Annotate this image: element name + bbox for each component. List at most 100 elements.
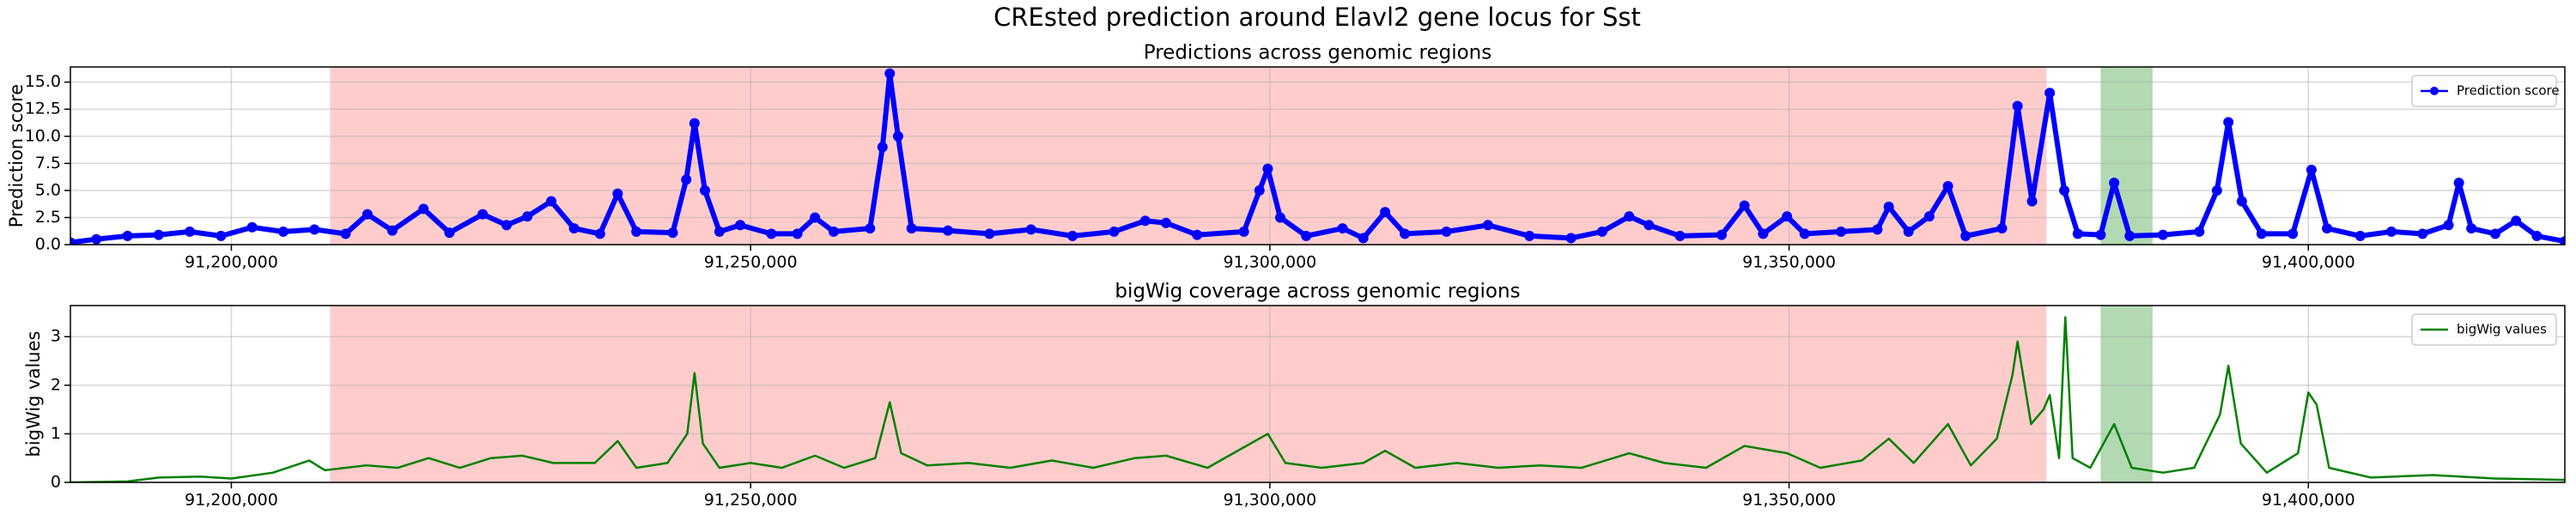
subplot: bigWig coverage across genomic regions bi… xyxy=(23,281,2566,510)
x-tick-label: 91,400,000 xyxy=(2262,253,2355,272)
data-point xyxy=(122,230,133,241)
data-point xyxy=(545,196,556,207)
data-point xyxy=(2211,185,2222,196)
data-point xyxy=(714,226,725,237)
data-point xyxy=(766,228,777,239)
data-point xyxy=(386,225,398,236)
data-point xyxy=(1903,226,1914,237)
data-point xyxy=(522,211,533,222)
data-point xyxy=(735,220,746,231)
data-point xyxy=(984,228,995,239)
data-point xyxy=(2306,164,2317,175)
data-point xyxy=(681,174,692,185)
data-point xyxy=(2095,229,2106,240)
data-point xyxy=(185,226,196,237)
data-point xyxy=(2044,88,2056,99)
data-point xyxy=(1139,215,1151,227)
data-point xyxy=(309,224,320,235)
data-point xyxy=(153,229,164,240)
data-point xyxy=(1301,230,1312,241)
y-tick-label: 3 xyxy=(51,327,61,346)
data-point xyxy=(667,227,678,239)
data-point xyxy=(1380,207,1391,218)
data-point xyxy=(1716,229,1727,240)
data-point xyxy=(1524,230,1535,241)
data-point xyxy=(1596,226,1607,237)
highlight-region xyxy=(330,306,2047,482)
data-point xyxy=(2157,229,2168,240)
x-tick-label: 91,300,000 xyxy=(1223,253,1316,272)
y-tick-label: 1 xyxy=(51,424,61,443)
data-point xyxy=(70,237,76,245)
data-point xyxy=(361,209,373,220)
data-point xyxy=(444,227,455,239)
x-tick-label: 91,300,000 xyxy=(1223,491,1316,510)
legend-marker xyxy=(2430,87,2439,95)
legend-box xyxy=(2411,75,2557,107)
x-tick-label: 91,200,000 xyxy=(185,253,278,272)
data-point xyxy=(1836,226,1847,237)
x-tick-label: 91,350,000 xyxy=(1742,491,1836,510)
data-point xyxy=(1067,230,1078,241)
data-point xyxy=(877,142,888,153)
data-point xyxy=(2287,228,2299,239)
y-tick-label: 2 xyxy=(51,375,61,394)
data-point xyxy=(1025,224,1036,235)
data-point xyxy=(1923,211,1935,222)
data-point xyxy=(2124,230,2136,241)
data-point xyxy=(1565,233,1577,244)
data-point xyxy=(1883,201,1894,212)
figure-title: CREsted prediction around Elavl2 gene lo… xyxy=(993,3,1641,32)
legend: bigWig values xyxy=(2411,313,2557,346)
data-point xyxy=(884,68,896,79)
data-point xyxy=(1758,228,1769,239)
y-tick-label: 2.5 xyxy=(35,208,61,227)
data-point xyxy=(2386,226,2397,237)
data-point xyxy=(2443,220,2454,231)
data-point xyxy=(91,233,102,245)
x-tick-label: 91,200,000 xyxy=(185,491,278,510)
data-point xyxy=(865,223,876,234)
y-tick-label: 7.5 xyxy=(35,154,61,173)
data-point xyxy=(2256,228,2267,239)
highlight-region xyxy=(2100,67,2153,245)
data-point xyxy=(1192,229,1203,240)
data-point xyxy=(810,212,821,223)
x-tick-label: 91,350,000 xyxy=(1742,253,1836,272)
axes-frame xyxy=(70,66,2566,245)
y-tick-label: 12.5 xyxy=(25,100,61,118)
data-point xyxy=(246,221,258,233)
legend-label: bigWig values xyxy=(2457,322,2547,337)
data-point xyxy=(1254,185,1265,196)
data-point xyxy=(892,130,903,142)
data-point xyxy=(2531,230,2543,241)
data-point xyxy=(2511,215,2522,227)
y-axis-label: Prediction score xyxy=(6,84,27,227)
x-tick-label: 91,400,000 xyxy=(2262,491,2355,510)
subplot-title: bigWig coverage across genomic regions xyxy=(1115,281,1520,303)
data-point xyxy=(1482,220,1493,231)
data-point xyxy=(1238,226,1249,237)
data-point xyxy=(1872,224,1883,235)
data-point xyxy=(612,188,623,199)
data-point xyxy=(1739,200,1750,211)
legend-label: Prediction score xyxy=(2457,83,2560,99)
data-point xyxy=(2012,100,2023,112)
legend: Prediction score xyxy=(2411,75,2560,107)
data-point xyxy=(477,209,489,220)
data-point xyxy=(277,226,289,237)
y-tick-label: 0.0 xyxy=(35,235,61,254)
data-point xyxy=(1337,223,1348,234)
data-point xyxy=(1441,226,1452,237)
data-point xyxy=(340,228,351,239)
data-line xyxy=(70,316,2565,482)
data-point xyxy=(2072,228,2083,239)
data-point xyxy=(501,220,512,231)
data-point xyxy=(1160,217,1171,228)
subplot: Predictions across genomic regions Predic… xyxy=(6,42,2566,272)
data-point xyxy=(1358,233,1369,244)
data-point xyxy=(689,118,700,129)
highlight-region xyxy=(330,67,2047,245)
axes-frame xyxy=(70,305,2566,483)
